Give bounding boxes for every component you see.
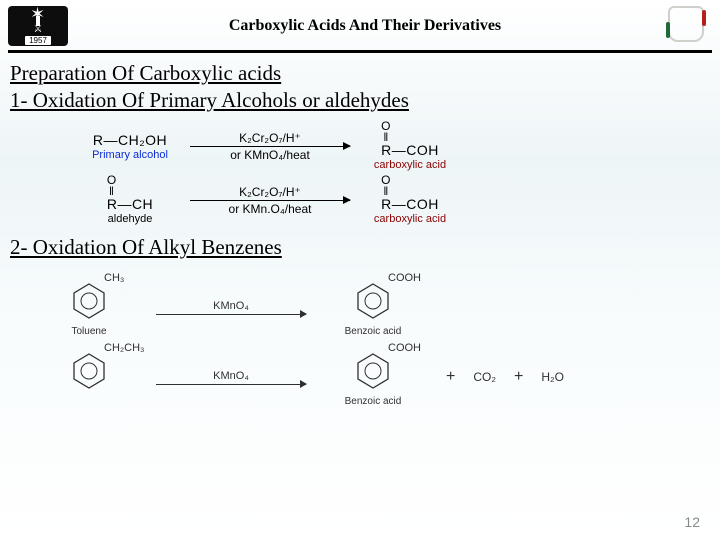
- rxn1b-reactant-text: R—CH: [107, 196, 153, 212]
- rxn1a-reactant: R—CH₂OH Primary alcohol: [80, 132, 180, 161]
- byproduct-h2o: H₂O: [541, 370, 564, 384]
- rxn1b-product-text: R—COH: [381, 196, 439, 212]
- prep-heading: Preparation Of Carboxylic acids: [10, 61, 710, 86]
- rxn2a-reactant-label: Toluene: [71, 326, 106, 337]
- rxn2b-reagent: KMnO₄: [213, 370, 249, 382]
- plus-1: +: [446, 368, 455, 386]
- university-logo-right: [662, 6, 712, 46]
- rxn1b-arrow: K₂Cr₂O₇/H⁺ or KMn.O₄/heat: [190, 180, 350, 220]
- rxn2-row-b: CH₂CH₃ KMnO₄ COOH Benzoic acid + CO₂ +: [34, 342, 710, 412]
- rxn1-row-b: O‖ R—CH aldehyde K₂Cr₂O₇/H⁺ or KMn.O₄/he…: [80, 173, 710, 227]
- rxn2b-arrow: KMnO₄: [156, 362, 306, 392]
- palm-icon: [27, 8, 49, 26]
- logo-year: 1957: [25, 36, 51, 45]
- page-number: 12: [684, 514, 700, 530]
- rxn1b-reagent-bot: or KMn.O₄/heat: [229, 203, 312, 215]
- rxn2b-reactant: CH₂CH₃: [34, 348, 144, 407]
- rxn1a-product: O‖ R—COH carboxylic acid: [360, 121, 460, 172]
- rxn1-row-a: R—CH₂OH Primary alcohol K₂Cr₂O₇/H⁺ or KM…: [80, 119, 710, 173]
- rxn2b-product-substituent: COOH: [388, 342, 421, 354]
- carbonyl-icon: O‖: [381, 121, 391, 143]
- section-1-heading: 1- Oxidation Of Primary Alcohols or alde…: [10, 88, 710, 113]
- carbonyl-icon: O‖: [107, 175, 117, 197]
- rxn1a-reactant-label: Primary alcohol: [92, 149, 168, 161]
- hexagon-icon: [354, 282, 392, 320]
- slide-title: Carboxylic Acids And Their Derivatives: [68, 17, 662, 35]
- rxn2a-product: COOH Benzoic acid: [318, 278, 428, 337]
- rxn2a-product-substituent: COOH: [388, 272, 421, 284]
- rxn1b-product-label: carboxylic acid: [374, 213, 446, 225]
- rxn1b-product-formula: O‖ R—COH: [381, 175, 439, 213]
- benzene-ring-icon: CH₃: [66, 278, 112, 324]
- o-atom: O: [381, 173, 391, 187]
- plus-2: +: [514, 368, 523, 386]
- hexagon-icon: [354, 352, 392, 390]
- university-logo-left: ⚔ 1957: [8, 6, 68, 46]
- reaction-scheme-1: R—CH₂OH Primary alcohol K₂Cr₂O₇/H⁺ or KM…: [80, 119, 710, 227]
- arrow-line-icon: [156, 314, 306, 315]
- rxn1a-product-formula: O‖ R—COH: [381, 121, 439, 159]
- rxn2b-product: COOH Benzoic acid: [318, 348, 428, 407]
- rxn1a-reagent-top: K₂Cr₂O₇/H⁺: [239, 132, 301, 144]
- arrow-line-icon: [190, 200, 350, 201]
- rxn1b-product: O‖ R—COH carboxylic acid: [360, 175, 460, 226]
- rxn1b-reactant-label: aldehyde: [108, 213, 153, 225]
- rxn1b-reactant-formula: O‖ R—CH: [107, 175, 153, 213]
- slide-header: ⚔ 1957 Carboxylic Acids And Their Deriva…: [0, 0, 720, 48]
- rxn1a-reactant-formula: R—CH₂OH: [93, 132, 167, 148]
- carbonyl-icon: O‖: [381, 175, 391, 197]
- rxn2a-reagent: KMnO₄: [213, 300, 249, 312]
- benzene-ring-icon: COOH: [350, 278, 396, 324]
- rxn1a-product-text: R—COH: [381, 142, 439, 158]
- benzene-ring-icon: CH₂CH₃: [66, 348, 112, 394]
- rxn1b-reagent-top: K₂Cr₂O₇/H⁺: [239, 186, 301, 198]
- hexagon-icon: [70, 352, 108, 390]
- rxn1b-reactant: O‖ R—CH aldehyde: [80, 175, 180, 226]
- slide-content: Preparation Of Carboxylic acids 1- Oxida…: [0, 59, 720, 412]
- arrow-line-icon: [156, 384, 306, 385]
- rxn2b-reactant-label: [88, 396, 91, 407]
- rxn2a-arrow: KMnO₄: [156, 292, 306, 322]
- byproduct-co2: CO₂: [473, 370, 496, 384]
- hexagon-icon: [70, 282, 108, 320]
- rxn1a-product-label: carboxylic acid: [374, 159, 446, 171]
- benzene-ring-icon: COOH: [350, 348, 396, 394]
- arrow-line-icon: [190, 146, 350, 147]
- header-rule: [8, 50, 712, 53]
- reaction-scheme-2: CH₃ Toluene KMnO₄ COOH Benzoic acid: [34, 272, 710, 412]
- rxn1a-arrow: K₂Cr₂O₇/H⁺ or KMnO₄/heat: [190, 126, 350, 166]
- rxn2a-substituent: CH₃: [104, 272, 124, 284]
- rxn2-row-a: CH₃ Toluene KMnO₄ COOH Benzoic acid: [34, 272, 710, 342]
- o-atom: O: [107, 173, 117, 187]
- section-2-heading: 2- Oxidation Of Alkyl Benzenes: [10, 235, 710, 260]
- rxn2b-product-label: Benzoic acid: [345, 396, 402, 407]
- rxn2a-product-label: Benzoic acid: [345, 326, 402, 337]
- rxn2b-substituent: CH₂CH₃: [104, 342, 145, 354]
- rxn2a-reactant: CH₃ Toluene: [34, 278, 144, 337]
- shield-icon: [668, 6, 704, 42]
- o-atom: O: [381, 119, 391, 133]
- rxn1a-reagent-bot: or KMnO₄/heat: [230, 149, 310, 161]
